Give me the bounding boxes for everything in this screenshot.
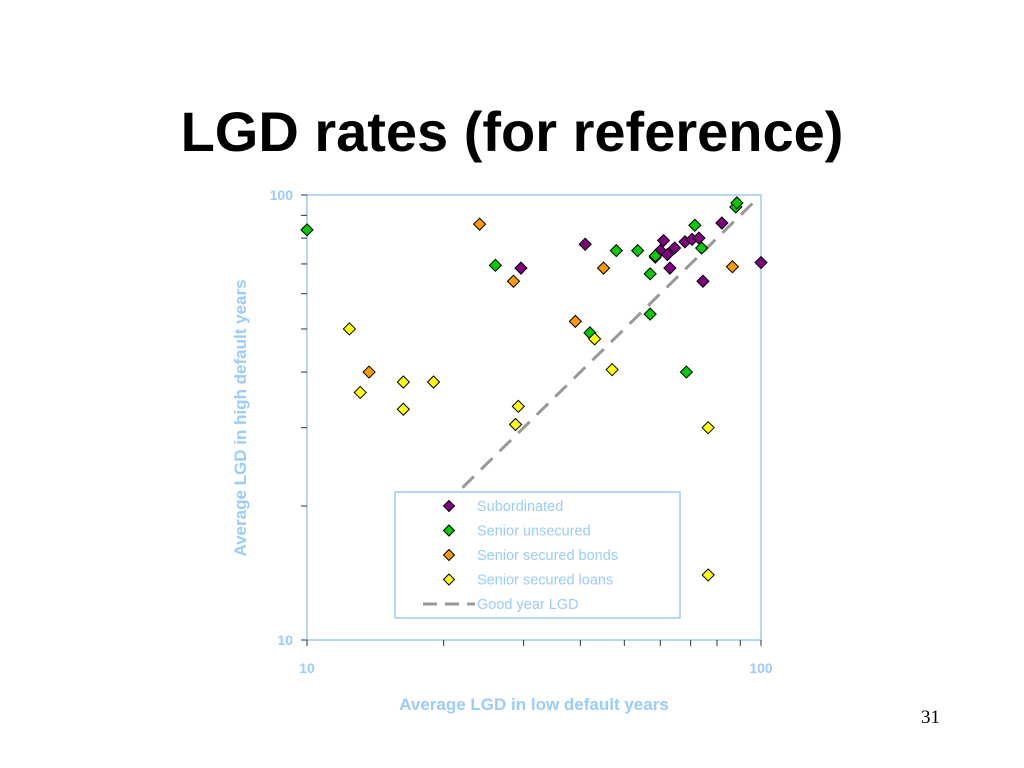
senior-unsecured-point [643, 307, 657, 321]
senior-secured-loans-point [701, 568, 715, 582]
legend-label-senior-unsecured: Senior unsecured [477, 524, 591, 540]
subordinated-point [715, 216, 729, 230]
plot-frame [306, 194, 762, 641]
senior-secured-loans-point [511, 399, 525, 414]
senior-unsecured-point [609, 243, 623, 258]
senior-secured-bonds-point [725, 260, 740, 274]
senior-unsecured-point [300, 223, 314, 237]
x-tick-label: 10 [299, 660, 315, 676]
subordinated-point [667, 241, 682, 255]
legend: Subordinated Senior unsecured Senior secur… [394, 491, 681, 619]
plot-area-border [306, 194, 762, 641]
senior-secured-loans-point [508, 417, 523, 432]
subordinated-point [663, 261, 677, 275]
legend-box [394, 491, 681, 619]
subordinated-point [578, 237, 592, 251]
good-year-lgd-line [461, 197, 759, 489]
subordinated-point [754, 255, 768, 270]
subordinated-point [514, 261, 528, 275]
legend-marker-subordinated [442, 499, 456, 513]
reference-line-group [461, 197, 759, 489]
senior-secured-bonds-point [362, 365, 376, 379]
subordinated-point [660, 247, 675, 262]
senior-unsecured-point [648, 249, 662, 263]
senior-secured-loans-point [426, 375, 441, 389]
slide-title: LGD rates (for reference) [180, 100, 844, 163]
senior-unsecured-point [488, 258, 503, 273]
page-number: 31 [921, 707, 940, 728]
senior-secured-loans-point [701, 420, 715, 435]
legend-marker-senior-secured-bonds [442, 548, 456, 562]
senior-secured-loans-point [396, 402, 411, 416]
y-axis-label: Average LGD in high default years [231, 279, 250, 556]
legend-label-good-year-lgd: Good year LGD [477, 597, 579, 613]
senior-secured-loans-point [396, 375, 411, 389]
legend-label-subordinated: Subordinated [477, 499, 563, 515]
senior-secured-bonds-point [506, 274, 521, 288]
legend-label-senior-secured-bonds: Senior secured bonds [477, 548, 618, 564]
y-tick-label: 10 [277, 632, 293, 648]
senior-secured-bonds-point [472, 217, 487, 231]
data-points [300, 196, 768, 582]
legend-marker-senior-unsecured [442, 524, 456, 537]
senior-unsecured-point [630, 243, 645, 258]
senior-secured-loans-point [587, 332, 602, 346]
legend-marker-senior-secured-loans [442, 573, 456, 586]
senior-unsecured-point [679, 365, 694, 379]
senior-secured-loans-point [353, 385, 367, 400]
x-axis-label: Average LGD in low default years [399, 695, 669, 714]
senior-secured-bonds-point [568, 314, 583, 329]
subordinated-point [656, 233, 671, 248]
senior-unsecured-point [730, 196, 744, 210]
legend-label-senior-secured-loans: Senior secured loans [477, 573, 613, 589]
senior-unsecured-point [694, 241, 709, 255]
senior-unsecured-point [643, 267, 657, 281]
senior-secured-loans-point [605, 362, 619, 377]
senior-unsecured-point [688, 218, 702, 232]
x-tick-label: 100 [749, 660, 773, 676]
senior-secured-bonds-point [596, 261, 611, 275]
senior-secured-loans-point [342, 322, 357, 336]
subordinated-point [696, 274, 710, 288]
y-tick-label: 100 [270, 187, 294, 203]
axis-ticks: 10 100 10 100 [270, 187, 773, 676]
